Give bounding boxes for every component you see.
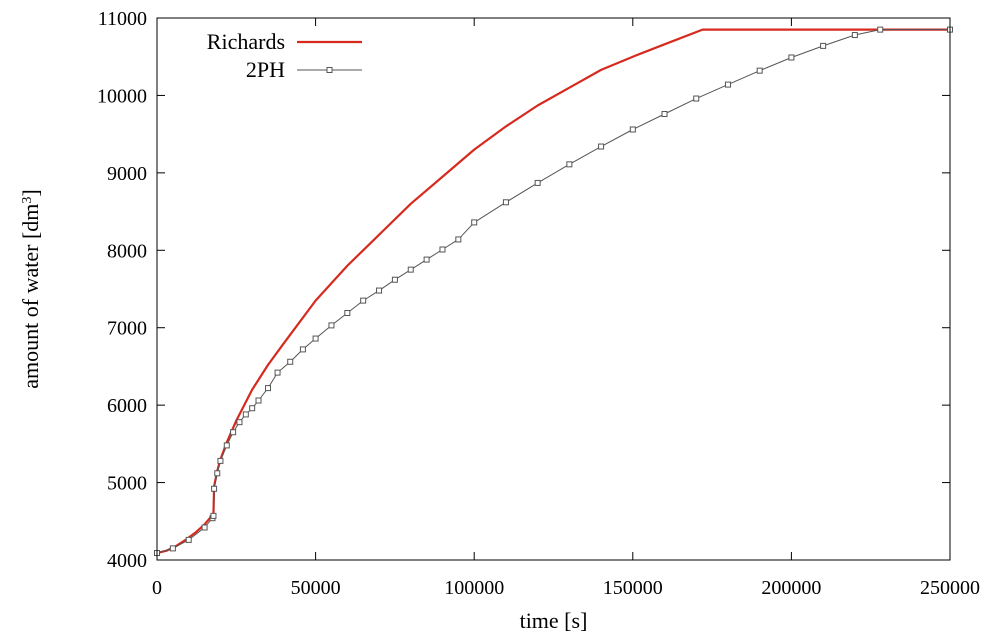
data-point-2ph bbox=[211, 485, 218, 492]
series-layer bbox=[154, 26, 953, 557]
data-point-2ph bbox=[312, 335, 319, 342]
data-point-2ph bbox=[851, 32, 858, 39]
data-point-2ph bbox=[788, 54, 795, 61]
y-tick-label: 10000 bbox=[97, 85, 147, 107]
data-point-2ph bbox=[287, 358, 294, 365]
data-point-2ph bbox=[693, 95, 700, 102]
y-axis-title-superscript: 3 bbox=[20, 197, 35, 204]
data-point-2ph bbox=[534, 179, 541, 186]
axis-ticks: 0 50000 100000 150000 200000 250000 4000 5000 60… bbox=[97, 8, 980, 599]
legend-marker-2ph bbox=[326, 67, 333, 73]
legend-label-richards: Richards bbox=[207, 29, 285, 54]
x-tick-label: 0 bbox=[152, 577, 162, 599]
y-tick-label: 11000 bbox=[98, 8, 147, 30]
y-tick-label: 5000 bbox=[107, 473, 147, 495]
x-tick-label: 200000 bbox=[761, 577, 821, 599]
y-tick-label: 4000 bbox=[107, 550, 147, 572]
data-point-2ph bbox=[242, 411, 249, 418]
data-point-2ph bbox=[169, 545, 176, 552]
x-tick-label: 50000 bbox=[291, 577, 341, 599]
y-axis-title-base: amount of water [dm bbox=[18, 204, 43, 389]
data-point-2ph bbox=[724, 81, 731, 88]
y-tick-label: 9000 bbox=[107, 163, 147, 185]
data-point-2ph bbox=[566, 161, 573, 168]
data-point-2ph bbox=[360, 297, 367, 304]
data-point-2ph bbox=[214, 470, 221, 477]
data-point-2ph bbox=[255, 397, 262, 404]
data-point-2ph bbox=[265, 385, 272, 392]
series-line-2ph bbox=[156, 29, 950, 554]
data-point-2ph bbox=[502, 199, 509, 206]
y-tick-label: 7000 bbox=[107, 318, 147, 340]
data-point-2ph bbox=[249, 405, 256, 412]
data-point-2ph bbox=[471, 219, 478, 226]
data-point-2ph bbox=[299, 346, 306, 353]
data-point-2ph bbox=[423, 256, 430, 263]
x-tick-label: 150000 bbox=[603, 577, 663, 599]
y-tick-label: 8000 bbox=[107, 240, 147, 262]
x-tick-label: 250000 bbox=[920, 577, 980, 599]
y-axis-title-end: ] bbox=[18, 189, 43, 196]
data-point-2ph bbox=[407, 266, 414, 273]
data-point-2ph bbox=[439, 246, 446, 253]
legend: Richards 2PH bbox=[207, 29, 362, 82]
data-point-2ph bbox=[223, 442, 230, 449]
data-point-2ph bbox=[376, 287, 383, 294]
x-tick-label: 100000 bbox=[444, 577, 504, 599]
legend-label-2ph: 2PH bbox=[246, 57, 285, 82]
y-axis-title: amount of water [dm3] bbox=[18, 189, 43, 388]
y-tick-label: 6000 bbox=[107, 395, 147, 417]
data-point-2ph bbox=[820, 42, 827, 49]
data-point-2ph bbox=[661, 111, 668, 118]
data-point-2ph bbox=[185, 536, 192, 543]
plot-frame bbox=[156, 17, 951, 561]
data-point-2ph bbox=[877, 26, 884, 33]
data-point-2ph bbox=[210, 512, 217, 519]
data-point-2ph bbox=[455, 236, 462, 243]
data-point-2ph bbox=[217, 457, 224, 464]
data-point-2ph bbox=[274, 369, 281, 376]
data-point-2ph bbox=[756, 67, 763, 74]
data-point-2ph bbox=[391, 276, 398, 283]
data-point-2ph bbox=[236, 419, 243, 426]
data-point-2ph bbox=[598, 143, 605, 150]
series-line-richards bbox=[156, 28, 950, 555]
data-point-2ph bbox=[230, 429, 237, 436]
data-point-2ph bbox=[629, 126, 636, 133]
data-point-2ph bbox=[344, 310, 351, 317]
data-point-2ph bbox=[201, 524, 208, 531]
data-point-2ph bbox=[328, 322, 335, 329]
x-axis-title: time [s] bbox=[520, 608, 588, 633]
